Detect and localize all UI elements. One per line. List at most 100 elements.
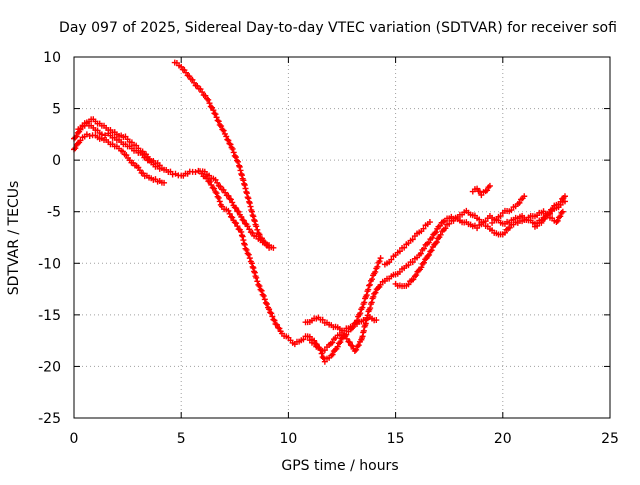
data-point [245,251,252,258]
data-point [349,342,356,349]
data-point [234,223,241,230]
data-point [250,264,257,271]
data-point [396,268,403,275]
data-point [231,204,238,211]
data-point [216,198,223,205]
data-point [225,192,232,199]
x-tick-label: 0 [70,431,79,447]
data-point [240,177,247,184]
data-point [321,358,328,365]
data-point [74,140,81,147]
data-point [231,152,238,159]
data-point [225,207,232,214]
data-point [238,232,245,239]
x-tick-label: 5 [177,431,186,447]
data-point [243,246,250,253]
data-point [329,339,336,346]
data-point [236,162,243,169]
data-point [244,194,251,201]
data-point [497,213,504,220]
data-point [321,347,328,354]
data-point [267,309,274,316]
data-point [102,132,109,139]
data-point [442,225,449,232]
data-point [72,134,79,141]
data-point [388,256,395,263]
data-point [258,287,265,294]
data-layer [71,59,568,365]
data-point [231,219,238,226]
data-point [375,285,382,292]
data-point [73,133,80,140]
data-point [233,157,240,164]
data-point [364,312,371,319]
data-point [300,336,307,343]
data-point [405,262,412,269]
data-point [354,343,361,350]
data-point [428,247,435,254]
data-point [243,190,250,197]
data-point [239,233,246,240]
data-point [376,258,383,265]
y-tick-label: -15 [38,308,61,324]
data-point [374,263,381,270]
data-point [244,250,251,257]
data-point [415,267,422,274]
data-point [268,310,275,317]
data-point [247,203,254,210]
data-point [484,187,491,194]
data-point [240,237,247,244]
data-point [238,228,245,235]
data-point [426,251,433,258]
data-point [359,304,366,311]
data-point [410,276,417,283]
data-point [559,208,566,215]
data-point [241,240,248,247]
data-point [355,342,362,349]
data-point [241,182,248,189]
chart-title: Day 097 of 2025, Sidereal Day-to-day VTE… [59,20,617,36]
data-point [401,244,408,251]
data-point [366,282,373,289]
data-point [210,107,217,114]
data-point [506,224,513,231]
data-point [561,198,568,205]
data-point [409,236,416,243]
y-tick-label: 10 [43,50,61,66]
data-point [417,250,424,257]
data-point [351,347,358,354]
data-point [357,310,364,317]
data-point [437,222,444,229]
data-point [215,194,222,201]
y-tick-label: -20 [38,359,61,375]
data-point [229,145,236,152]
data-point [450,217,457,224]
data-point [275,324,282,331]
series-sat-track-10 [489,193,528,226]
data-point [235,208,242,215]
data-point [377,255,384,262]
data-point [238,213,245,220]
x-tick-label: 10 [279,431,297,447]
data-point [248,260,255,267]
y-tick-label: -5 [47,205,61,221]
data-point [233,220,240,227]
data-point [413,272,420,279]
data-point [255,281,262,288]
data-point [366,281,373,288]
data-point [205,96,212,103]
data-point [377,281,384,288]
data-point [212,111,219,118]
data-point [219,126,226,133]
data-point [227,213,234,220]
x-tick-label: 20 [494,431,512,447]
data-point [561,193,568,200]
data-point [261,239,268,246]
data-point [425,239,432,246]
data-point [370,293,377,300]
data-point [263,301,270,308]
data-point [251,218,258,225]
data-point [420,259,427,266]
